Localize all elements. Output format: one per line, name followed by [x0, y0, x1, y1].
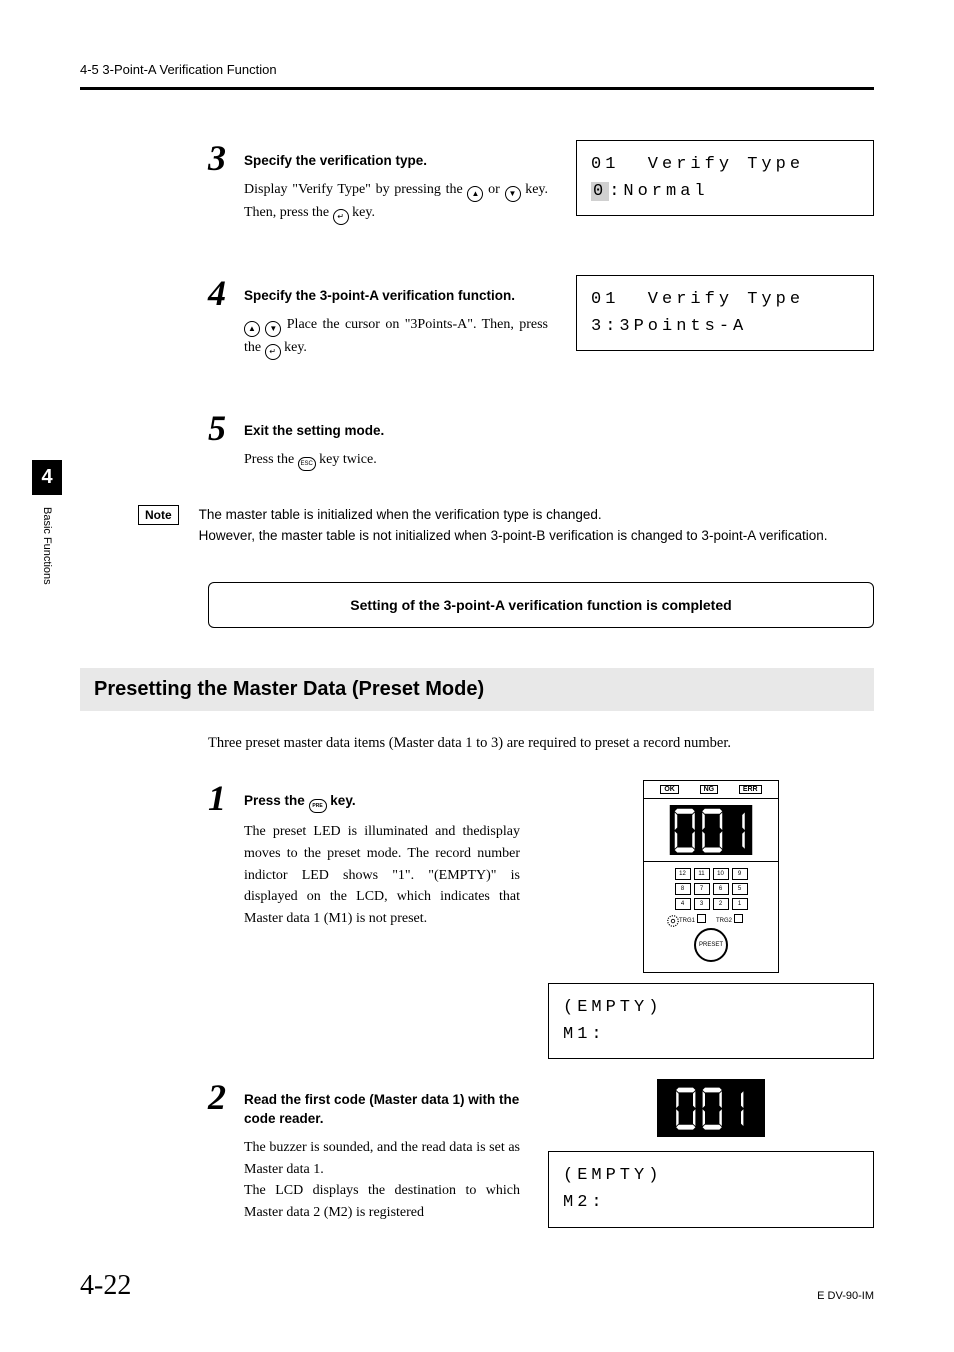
- down-key-icon: ▼: [505, 186, 521, 202]
- chapter-tab: 4 Basic Functions: [32, 460, 62, 585]
- text-fragment: or: [483, 182, 504, 197]
- step-number: 5: [208, 410, 234, 446]
- text-fragment: Press the: [244, 793, 309, 808]
- led-box: 1: [732, 898, 748, 910]
- step-number: 3: [208, 140, 234, 176]
- note-block: Note The master table is initialized whe…: [138, 505, 874, 546]
- step-number: 2: [208, 1079, 234, 1115]
- gear-icon: [666, 914, 680, 928]
- note-text: The master table is initialized when the…: [199, 505, 828, 546]
- page-footer: 4-22 E DV-90-IM: [80, 1270, 874, 1302]
- step-title: Read the first code (Master data 1) with…: [244, 1091, 520, 1129]
- text-fragment: key.: [349, 205, 375, 220]
- lcd-display: (EMPTY) M2:: [548, 1151, 874, 1227]
- text-fragment: Display "Verify Type" by pressing the: [244, 182, 467, 197]
- led-box: 2: [713, 898, 729, 910]
- text-fragment: key.: [281, 340, 307, 355]
- lcd-highlight: 0: [591, 182, 609, 201]
- step-title: Exit the setting mode.: [244, 422, 874, 441]
- text-fragment: Press the: [244, 452, 298, 467]
- enter-key-icon: ↵: [265, 344, 281, 360]
- pre-key-icon: PRE: [309, 799, 327, 813]
- step-number: 4: [208, 275, 234, 311]
- running-header: 4-5 3-Point-A Verification Function: [80, 62, 874, 77]
- document-id: E DV-90-IM: [817, 1290, 874, 1302]
- lcd-line: :Normal: [609, 182, 708, 201]
- step-4-row: 4 Specify the 3-point-A verification fun…: [208, 275, 874, 390]
- device-status-row: OK NG ERR: [644, 781, 778, 799]
- down-key-icon: ▼: [265, 321, 281, 337]
- lcd-display: 01 Verify Type 0:Normal: [576, 140, 874, 216]
- preset-step-1-row: 1 Press the PRE key. The preset LED is i…: [208, 780, 874, 1059]
- lcd-line: (EMPTY): [563, 1166, 662, 1185]
- chapter-label: Basic Functions: [41, 507, 53, 585]
- segment-display: [644, 799, 778, 862]
- lcd-line: M1:: [563, 1025, 606, 1044]
- up-key-icon: ▲: [467, 186, 483, 202]
- led-box: 9: [732, 868, 748, 880]
- ng-badge: NG: [700, 785, 719, 794]
- step-text: Press the ESC key twice.: [244, 449, 874, 472]
- up-key-icon: ▲: [244, 321, 260, 337]
- section-intro: Three preset master data items (Master d…: [208, 735, 874, 752]
- text-fragment: key.: [327, 793, 356, 808]
- step-title: Specify the 3-point-A verification funct…: [244, 287, 548, 306]
- enter-key-icon: ↵: [333, 209, 349, 225]
- step-text: The buzzer is sounded, and the read data…: [244, 1137, 520, 1224]
- led-box: 10: [713, 868, 729, 880]
- trg2-label: TRG2: [716, 914, 743, 924]
- step-text: ▲ ▼ Place the cursor on "3Points-A". The…: [244, 314, 548, 360]
- led-box: 3: [694, 898, 710, 910]
- segment-display: [657, 1079, 765, 1137]
- step-number: 1: [208, 780, 234, 816]
- chapter-number: 4: [32, 460, 62, 495]
- ok-badge: OK: [660, 785, 679, 794]
- step-3-row: 3 Specify the verification type. Display…: [208, 140, 874, 255]
- led-box: 8: [675, 883, 691, 895]
- led-box: 5: [732, 883, 748, 895]
- step-title: Specify the verification type.: [244, 152, 548, 171]
- err-badge: ERR: [739, 785, 762, 794]
- lcd-line: 01 Verify Type: [591, 290, 804, 309]
- lcd-line: 01 Verify Type: [591, 155, 804, 174]
- step-title: Press the PRE key.: [244, 792, 520, 814]
- lcd-line: 3:3Points-A: [591, 317, 747, 336]
- step-text: The preset LED is illuminated and thedis…: [244, 821, 520, 929]
- step-5: 5 Exit the setting mode. Press the ESC k…: [208, 410, 874, 472]
- led-box: 7: [694, 883, 710, 895]
- trg1-label: TRG1: [679, 914, 706, 924]
- preset-step-2-row: 2 Read the first code (Master data 1) wi…: [208, 1079, 874, 1254]
- header-rule: [80, 87, 874, 90]
- device-diagram: OK NG ERR 12 11 10 9 8: [643, 780, 779, 973]
- led-grid: 12 11 10 9 8 7 6 5 4 3 2 1: [652, 868, 770, 910]
- step-text: Display "Verify Type" by pressing the ▲ …: [244, 179, 548, 225]
- led-box: 11: [694, 868, 710, 880]
- lcd-line: (EMPTY): [563, 998, 662, 1017]
- led-box: 12: [675, 868, 691, 880]
- note-label: Note: [138, 505, 179, 525]
- led-box: 4: [675, 898, 691, 910]
- preset-button-icon: PRESET: [694, 928, 728, 962]
- led-box: 6: [713, 883, 729, 895]
- completion-banner: Setting of the 3-point-A verification fu…: [208, 582, 874, 628]
- text-fragment: key twice.: [316, 452, 377, 467]
- esc-key-icon: ESC: [298, 457, 316, 471]
- page-number: 4-22: [80, 1270, 131, 1302]
- section-heading: Presetting the Master Data (Preset Mode): [80, 668, 874, 711]
- lcd-display: (EMPTY) M1:: [548, 983, 874, 1059]
- lcd-line: M2:: [563, 1193, 606, 1212]
- lcd-display: 01 Verify Type 3:3Points-A: [576, 275, 874, 351]
